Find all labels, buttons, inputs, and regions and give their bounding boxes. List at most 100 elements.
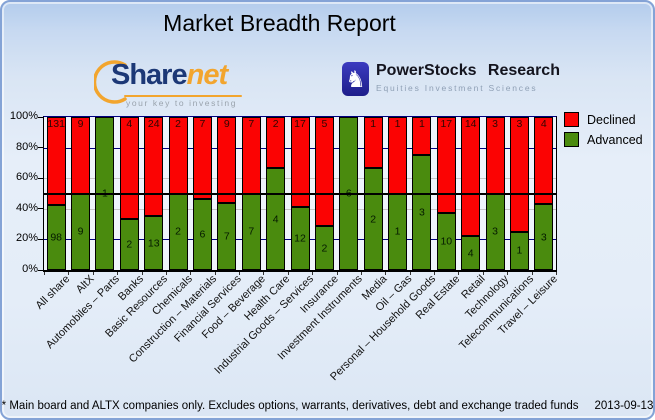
- advanced-segment: [46, 204, 66, 270]
- declined-value-label: 17: [294, 118, 306, 130]
- declined-value-label: 24: [147, 118, 160, 130]
- plot-area: 1319899142241322769777241712526121113171…: [38, 116, 557, 275]
- declined-value-label: 9: [223, 118, 230, 130]
- advanced-value-label: 98: [50, 231, 63, 244]
- chart-legend: Declined Advanced: [564, 112, 643, 152]
- legend-row-advanced: Advanced: [564, 132, 643, 147]
- x-tick: [263, 272, 265, 275]
- advanced-segment: [436, 213, 456, 270]
- declined-segment: [363, 117, 383, 168]
- declined-segment: [192, 117, 212, 200]
- declined-value-label: 3: [492, 118, 498, 130]
- declined-segment: [144, 117, 164, 217]
- advanced-segment: [217, 203, 237, 270]
- page-title: Market Breadth Report: [163, 10, 396, 36]
- declined-value-label: 5: [321, 118, 328, 130]
- y-axis: 100% 80% 60% 40% 20% 0%: [2, 110, 38, 275]
- legend-label-declined: Declined: [587, 112, 636, 127]
- declined-value-label: 4: [540, 118, 547, 130]
- chess-knight-icon: ♞: [342, 62, 369, 96]
- y-tick: [38, 177, 43, 179]
- declined-value-label: 1: [394, 118, 401, 130]
- x-tick: [68, 272, 70, 275]
- x-tick: [434, 272, 436, 275]
- advanced-segment: [534, 204, 554, 270]
- declined-segment: [290, 117, 310, 207]
- sharenet-wordmark-net: net: [186, 59, 228, 91]
- advanced-segment: [144, 216, 164, 270]
- powerstocks-text: PowerStocks Research Equities Investment…: [376, 62, 560, 93]
- declined-value-label: 131: [47, 118, 65, 130]
- advanced-segment: [119, 219, 139, 270]
- declined-segment: [436, 117, 456, 214]
- declined-segment: [534, 117, 554, 205]
- x-tick: [92, 272, 94, 275]
- advanced-segment: [412, 155, 432, 270]
- declined-segment: [461, 117, 481, 236]
- x-tick: [482, 272, 484, 275]
- advanced-value-label: 1: [516, 244, 523, 257]
- advanced-value-label: 13: [147, 236, 160, 249]
- advanced-value-label: 2: [126, 238, 133, 251]
- x-tick: [117, 272, 119, 275]
- x-tick: [507, 272, 509, 275]
- bar-industrial-goods-services: 17 12: [290, 117, 310, 270]
- declined-value-label: 14: [464, 118, 477, 130]
- advanced-value-label: 9: [77, 225, 84, 238]
- advanced-value-label: 2: [321, 241, 328, 254]
- x-tick: [409, 272, 411, 275]
- bar-all-share: 131 98: [46, 117, 66, 270]
- advanced-segment: [192, 199, 212, 270]
- advanced-value-label: 10: [440, 235, 453, 248]
- advanced-segment: [290, 206, 310, 270]
- midline-50pct: [44, 192, 556, 195]
- advanced-value-label: 6: [199, 228, 206, 241]
- sharenet-tagline: your key to investing: [126, 98, 238, 108]
- declined-segment: [46, 117, 66, 205]
- y-axis-label: 80%: [15, 140, 38, 153]
- declined-swatch: [564, 112, 579, 127]
- declined-segment: [509, 117, 529, 232]
- x-tick: [360, 272, 362, 275]
- y-tick: [38, 238, 43, 240]
- advanced-value-label: 3: [492, 225, 498, 238]
- footnote-text: * Main board and ALTX companies only. Ex…: [1, 400, 579, 412]
- sharenet-logo: Sharenet your key to investing: [94, 58, 319, 108]
- declined-value-label: 4: [126, 118, 133, 130]
- declined-value-label: 7: [248, 118, 255, 130]
- advanced-value-label: 2: [175, 225, 182, 238]
- x-tick: [44, 272, 45, 275]
- advanced-value-label: 7: [248, 225, 255, 238]
- y-axis-label: 20%: [15, 232, 38, 245]
- y-axis-label: 100%: [9, 110, 38, 122]
- x-tick: [531, 272, 533, 275]
- declined-value-label: 7: [199, 118, 206, 130]
- x-tick: [312, 272, 314, 275]
- advanced-value-label: 3: [540, 230, 547, 243]
- y-axis-label: 0%: [22, 263, 38, 275]
- advanced-value-label: 4: [467, 246, 474, 259]
- declined-segment: [217, 117, 237, 204]
- declined-segment: [119, 117, 139, 219]
- declined-value-label: 2: [272, 118, 279, 130]
- advanced-value-label: 3: [418, 206, 425, 219]
- x-tick: [214, 272, 216, 275]
- declined-value-label: 9: [77, 118, 84, 130]
- y-tick: [38, 269, 43, 271]
- y-tick: [38, 116, 43, 118]
- y-axis-label: 60%: [15, 171, 38, 184]
- legend-row-declined: Declined: [564, 112, 643, 127]
- declined-segment: [266, 117, 286, 168]
- report-date: 2013-09-13: [594, 400, 654, 412]
- powerstocks-wordmark: PowerStocks Research: [376, 62, 560, 79]
